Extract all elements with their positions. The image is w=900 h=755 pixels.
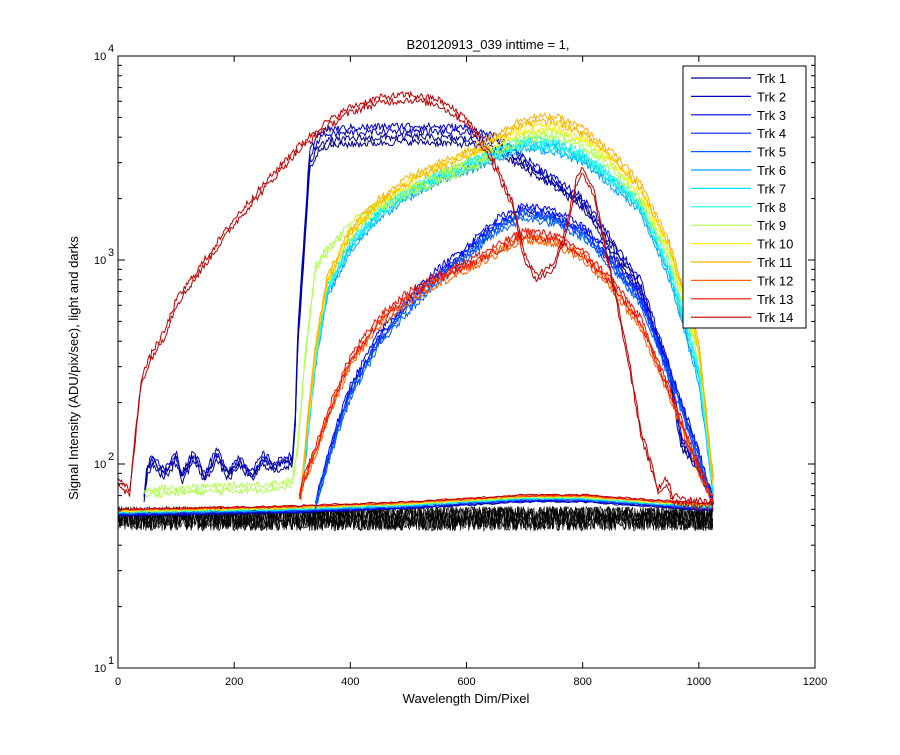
- dark-frame-line: [117, 505, 714, 532]
- series-line: [300, 117, 714, 502]
- series-line: [315, 209, 714, 503]
- series-line: [117, 96, 714, 511]
- y-tick-label: 10: [94, 663, 106, 675]
- legend-label: Trk 10: [757, 237, 793, 252]
- legend-label: Trk 4: [757, 126, 786, 141]
- x-axis: 0 200 400 600 800 1000 1200: [115, 56, 827, 688]
- y-tick-exponent: 1: [108, 655, 114, 667]
- series-baseline-line: [117, 498, 714, 515]
- series-line: [143, 132, 714, 499]
- legend-label: Trk 9: [757, 218, 786, 233]
- series-line: [143, 137, 714, 505]
- legend-label: Trk 13: [757, 292, 793, 307]
- legend-label: Trk 6: [757, 163, 786, 178]
- x-tick-label: 1000: [687, 676, 711, 688]
- series-line: [143, 127, 714, 494]
- legend-label: Trk 5: [757, 145, 786, 160]
- legend-label: Trk 1: [757, 71, 786, 86]
- y-tick-label: 10: [94, 51, 106, 63]
- x-tick-label: 1200: [803, 676, 827, 688]
- series-line: [300, 144, 714, 497]
- legend-label: Trk 3: [757, 108, 786, 123]
- series-line: [298, 226, 714, 501]
- y-tick-exponent: 2: [108, 451, 114, 463]
- series-line: [300, 125, 714, 502]
- series-line: [300, 134, 714, 493]
- legend-box: [682, 65, 807, 329]
- y-axis-label: Signal Intensity (ADU/pix/sec), light an…: [66, 236, 81, 500]
- y-tick-exponent: 4: [108, 43, 114, 55]
- legend-label: Trk 14: [757, 310, 793, 325]
- series-line: [299, 232, 714, 504]
- series-line: [143, 126, 714, 504]
- series-line: [300, 111, 714, 492]
- x-tick-label: 0: [115, 676, 121, 688]
- plot-area: [117, 90, 714, 532]
- legend-label: Trk 8: [757, 200, 786, 215]
- series-line: [117, 90, 714, 507]
- series-baseline-line: [117, 493, 714, 510]
- y-tick-label: 10: [94, 255, 106, 267]
- legend-label: Trk 7: [757, 181, 786, 196]
- legend: Trk 1 Trk 2 Trk 3 Trk 4 Trk 5 Trk 6 Trk 7 Trk 8…: [682, 65, 807, 329]
- x-tick-label: 600: [457, 676, 475, 688]
- legend-label: Trk 11: [757, 255, 792, 270]
- y-tick-label: 10: [94, 459, 106, 471]
- y-tick-exponent: 3: [108, 247, 114, 259]
- series-line: [298, 236, 714, 501]
- series-line: [315, 216, 713, 509]
- series-line: [143, 121, 714, 497]
- x-tick-label: 400: [341, 676, 359, 688]
- x-axis-label: Wavelength Dim/Pixel: [403, 691, 530, 706]
- legend-label: Trk 2: [757, 89, 786, 104]
- x-tick-label: 200: [225, 676, 243, 688]
- legend-label: Trk 12: [757, 273, 793, 288]
- x-tick-label: 800: [573, 676, 591, 688]
- chart-title: B20120913_039 inttime = 1,: [407, 37, 570, 52]
